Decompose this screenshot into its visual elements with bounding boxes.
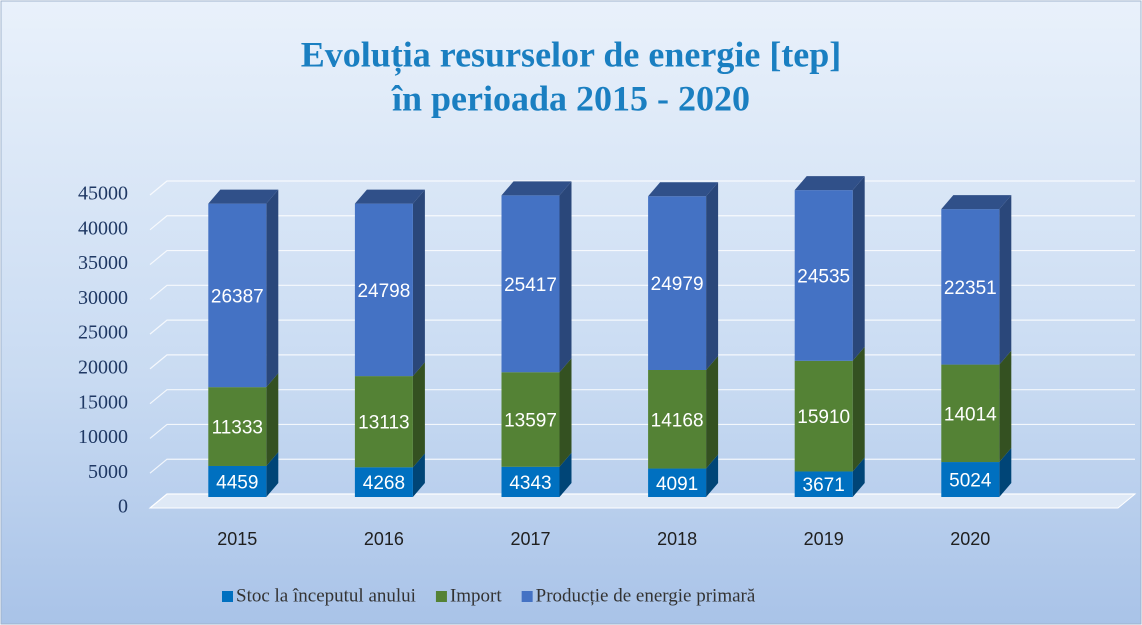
x-tick-label: 2015 — [217, 529, 257, 549]
y-tick-label: 15000 — [78, 391, 128, 413]
bar-side — [266, 189, 279, 388]
y-tick-label: 5000 — [88, 461, 128, 483]
bar-side — [706, 355, 719, 469]
x-tick-label: 2017 — [510, 529, 550, 549]
data-label: 11333 — [212, 418, 263, 439]
bar-side — [999, 195, 1012, 365]
legend-swatch — [435, 591, 447, 602]
bar-side — [412, 189, 425, 377]
y-tick-label: 45000 — [78, 183, 128, 205]
x-tick-label: 2016 — [364, 529, 404, 549]
data-label: 24535 — [797, 266, 850, 287]
bar — [648, 369, 707, 469]
bar-top — [208, 189, 279, 204]
data-label: 26387 — [211, 286, 264, 307]
data-label: 14014 — [944, 404, 997, 425]
bar — [354, 467, 413, 497]
y-tick-label: 20000 — [78, 356, 128, 378]
bar — [501, 372, 560, 467]
bar-top — [648, 182, 719, 197]
bar — [648, 196, 707, 370]
chart-title: în perioada 2015 - 2020 — [391, 78, 750, 118]
y-tick-label: 25000 — [78, 322, 128, 344]
x-tick-label: 2020 — [950, 529, 990, 549]
data-label: 4268 — [363, 473, 405, 494]
bar — [941, 462, 1000, 497]
bar-side — [266, 451, 279, 497]
bar — [501, 195, 560, 373]
bar-top — [354, 189, 425, 204]
bar-side — [852, 457, 865, 497]
y-tick-label: 0 — [118, 496, 128, 518]
data-label: 24979 — [651, 274, 704, 295]
bar — [354, 376, 413, 468]
bar-top — [941, 195, 1012, 210]
data-label: 14168 — [651, 410, 704, 431]
x-tick-label: 2018 — [657, 529, 697, 549]
bar — [208, 465, 267, 497]
bar — [794, 471, 853, 497]
bar-side — [559, 452, 572, 497]
bar-side — [266, 373, 279, 466]
bar — [208, 203, 267, 388]
data-label: 3671 — [803, 475, 845, 496]
y-tick-label: 35000 — [78, 252, 128, 274]
data-label: 4459 — [216, 473, 258, 494]
y-tick-label: 40000 — [78, 217, 128, 239]
bar-side — [559, 358, 572, 467]
bar-top — [794, 176, 865, 191]
bar-side — [999, 350, 1012, 463]
bar-side — [706, 182, 719, 370]
data-label: 5024 — [949, 471, 992, 492]
data-label: 25417 — [504, 275, 557, 296]
bar — [941, 209, 1000, 365]
bar-side — [559, 181, 572, 373]
bar — [648, 468, 707, 497]
bar — [941, 364, 1000, 463]
bar-side — [852, 176, 865, 361]
legend-label: Import — [450, 585, 502, 606]
bar-top — [501, 181, 572, 196]
legend-swatch — [222, 591, 233, 602]
legend-label: Stoc la începutul anului — [236, 585, 416, 606]
bar — [501, 466, 560, 497]
y-tick-label: 30000 — [78, 287, 128, 309]
bar — [794, 190, 853, 361]
bar — [794, 360, 853, 472]
bar-side — [412, 362, 425, 468]
data-label: 4091 — [656, 474, 698, 495]
data-label: 22351 — [944, 278, 997, 299]
legend-swatch — [521, 591, 533, 602]
data-label: 13597 — [504, 411, 557, 432]
legend-label: Producție de energie primară — [536, 585, 756, 606]
data-label: 13113 — [358, 413, 409, 434]
data-label: 4343 — [509, 473, 551, 494]
data-label: 24798 — [357, 281, 410, 302]
chart-title: Evoluția resurselor de energie [tep] — [301, 34, 842, 75]
bar — [208, 387, 267, 466]
bar-side — [852, 346, 865, 472]
bar-side — [706, 454, 719, 497]
x-tick-label: 2019 — [804, 529, 844, 549]
y-tick-label: 10000 — [78, 426, 128, 448]
data-label: 15910 — [797, 407, 850, 428]
bar-side — [999, 448, 1012, 497]
bar-side — [412, 453, 425, 497]
bar — [354, 203, 413, 377]
